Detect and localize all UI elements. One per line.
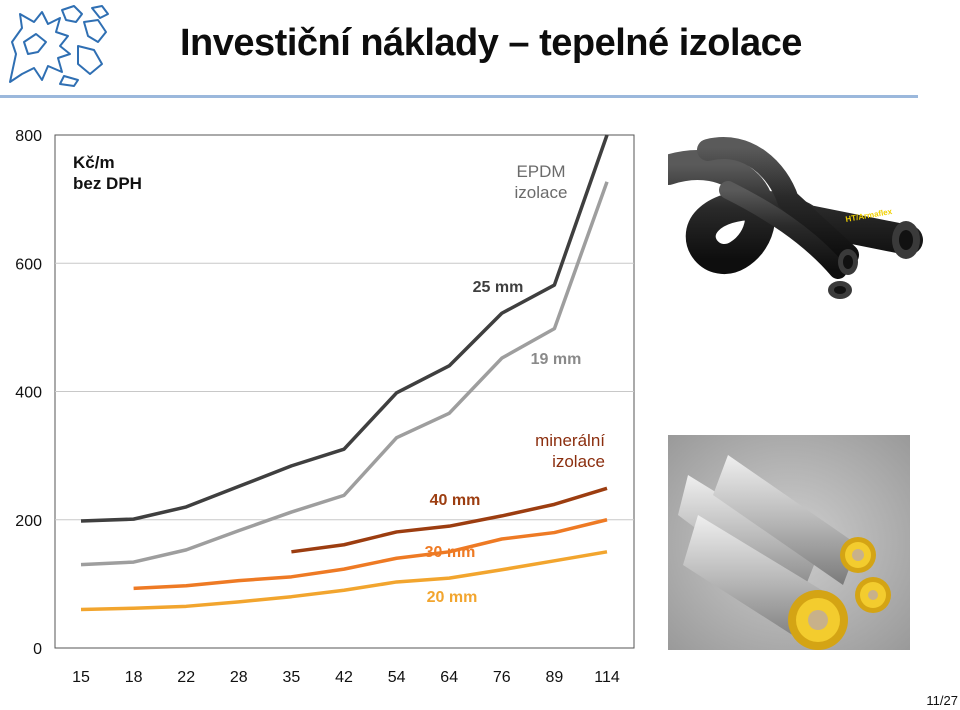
series-line-30-mm (133, 518, 608, 591)
cvut-lion-logo (9, 5, 109, 87)
unit-label: Kč/m (73, 153, 115, 172)
x-tick-label: 64 (440, 669, 458, 686)
y-tick-label: 200 (15, 513, 42, 530)
y-tick-label: 800 (15, 128, 42, 145)
y-tick-label: 400 (15, 385, 42, 402)
series-line-40-mm (291, 486, 608, 554)
series-line-25-mm (80, 134, 609, 523)
mineral-group-label: minerální (535, 431, 605, 450)
mineral-wool-pipe-photo (668, 435, 910, 650)
x-tick-label: 28 (230, 669, 248, 686)
chart-annotations: Kč/m bez DPH EPDM izolace minerální izolace 25… (73, 153, 605, 606)
series-lines (80, 134, 609, 612)
series-label: 25 mm (473, 279, 524, 296)
y-tick-label: 0 (33, 641, 42, 658)
x-tick-labels: 15 18 22 28 35 42 54 64 76 89 114 (72, 669, 620, 686)
epdm-group-label: izolace (515, 183, 568, 202)
x-tick-label: 18 (125, 669, 143, 686)
series-label: 30 mm (425, 544, 476, 561)
series-line-20-mm (80, 550, 608, 612)
x-tick-label: 42 (335, 669, 353, 686)
y-tick-labels: 0 200 400 600 800 (15, 128, 42, 658)
epdm-tube-photo: HT/Armaflex (668, 137, 923, 299)
x-tick-label: 114 (594, 669, 620, 686)
x-tick-label: 35 (283, 669, 301, 686)
y-tick-label: 600 (15, 256, 42, 273)
x-tick-label: 89 (546, 669, 564, 686)
mineral-group-label: izolace (552, 452, 605, 471)
chart-grid (54, 134, 635, 649)
cost-chart: 0 200 400 600 800 15 18 22 28 35 42 54 64 76 89 114 Kč… (15, 128, 635, 686)
unit-label: bez DPH (73, 174, 142, 193)
epdm-group-label: EPDM (516, 162, 565, 181)
title-divider (0, 95, 918, 98)
x-tick-label: 76 (493, 669, 511, 686)
series-label: 19 mm (531, 351, 582, 368)
series-line-19-mm (80, 181, 609, 567)
page-number: 11/27 (926, 693, 958, 708)
x-tick-label: 22 (177, 669, 195, 686)
x-tick-label: 15 (72, 669, 90, 686)
series-label: 20 mm (427, 589, 478, 606)
series-label: 40 mm (430, 492, 481, 509)
slide-title: Investiční náklady – tepelné izolace (180, 22, 802, 64)
x-tick-label: 54 (388, 669, 406, 686)
